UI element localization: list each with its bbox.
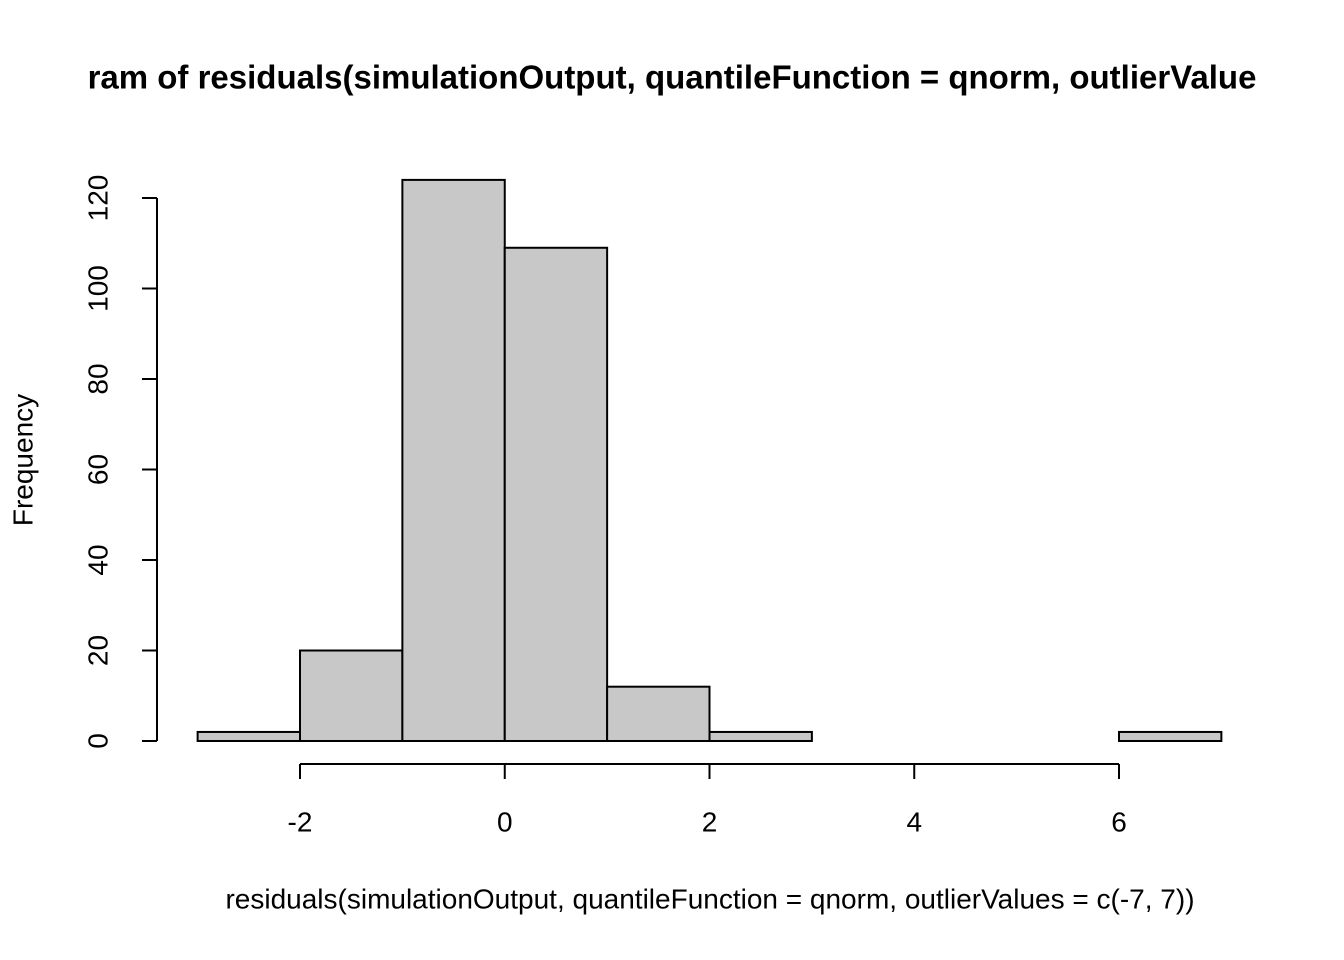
y-tick-label: 0 bbox=[82, 733, 113, 749]
bar bbox=[1118, 730, 1223, 743]
y-tick-label: 40 bbox=[82, 544, 113, 575]
y-tick-label: 60 bbox=[82, 454, 113, 485]
x-tick-label: 4 bbox=[906, 806, 922, 837]
y-tick-label: 80 bbox=[82, 363, 113, 394]
x-axis-label: residuals(simulationOutput, quantileFunc… bbox=[225, 883, 1194, 914]
x-tick-label: 6 bbox=[1111, 806, 1127, 837]
y-tick-label: 120 bbox=[82, 175, 113, 222]
x-tick-label: -2 bbox=[288, 806, 313, 837]
bar bbox=[606, 685, 711, 743]
chart-title: ram of residuals(simulationOutput, quant… bbox=[88, 59, 1257, 96]
bar bbox=[299, 649, 404, 742]
y-tick-label: 100 bbox=[82, 265, 113, 312]
x-tick-label: 2 bbox=[702, 806, 718, 837]
y-tick-label: 20 bbox=[82, 635, 113, 666]
bar bbox=[401, 178, 506, 742]
y-axis-label: Frequency bbox=[7, 394, 38, 526]
bar bbox=[196, 730, 301, 743]
bar bbox=[503, 246, 609, 742]
bar bbox=[708, 730, 813, 743]
x-tick-label: 0 bbox=[497, 806, 513, 837]
